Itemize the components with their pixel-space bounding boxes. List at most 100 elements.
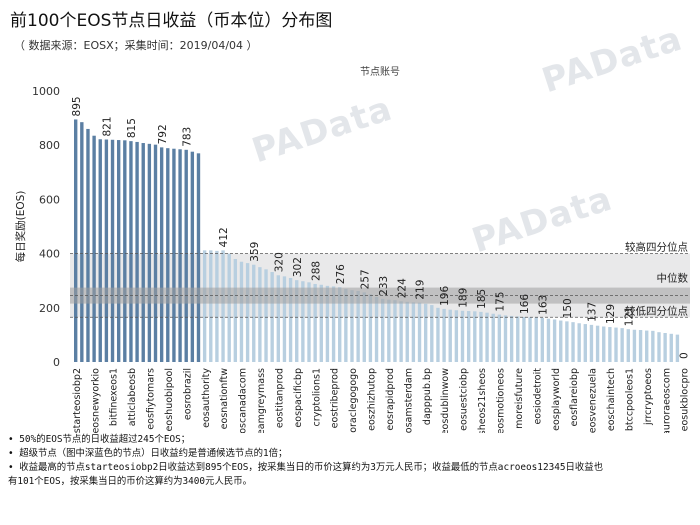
- bar: [282, 276, 287, 362]
- x-tick-label: eoschaintech: [606, 368, 617, 431]
- data-label: 0: [679, 352, 691, 359]
- note-line: • 超级节点（图中深蓝色的节点）日收益约是普通候选节点的1倍；: [8, 448, 288, 459]
- bar: [399, 301, 403, 362]
- bar: [221, 250, 225, 362]
- x-tick-label: atticlabeosb: [127, 368, 138, 426]
- page-title: 前100个EOS节点日收益（币本位）分布图: [10, 11, 333, 31]
- x-tick-label: eosuestciobp: [459, 368, 470, 431]
- bar: [172, 148, 176, 362]
- data-label: 121: [623, 306, 635, 326]
- bar: [460, 310, 465, 362]
- data-label: 288: [310, 261, 322, 281]
- bar: [98, 139, 102, 362]
- bar: [374, 296, 379, 362]
- bar: [239, 261, 244, 362]
- x-tick-label: eosflareiobp: [569, 368, 580, 426]
- bar: [190, 151, 195, 362]
- data-label: 302: [292, 257, 304, 277]
- bar: [528, 317, 532, 362]
- x-tick-label: eosmotioneos: [496, 368, 507, 433]
- data-label: 224: [396, 278, 408, 298]
- bar: [307, 282, 311, 362]
- bar: [319, 284, 323, 362]
- reference-label: 较低四分位点: [625, 304, 688, 317]
- data-label: 276: [335, 264, 347, 284]
- bar: [245, 263, 250, 362]
- data-label: 166: [519, 294, 531, 314]
- note-line: 有101个EOS，按采集当日的币价这算约为3400元人民币。: [8, 476, 252, 487]
- bar: [608, 327, 612, 362]
- y-axis-label: 每日奖励(EOS): [14, 191, 27, 263]
- data-label: 163: [537, 295, 549, 315]
- bar: [405, 301, 409, 362]
- bar: [141, 143, 145, 362]
- notes-list: • 50%的EOS节点的日收益超过245个EOS； • 超级节点（图中深蓝色的节…: [8, 433, 696, 489]
- data-label: 129: [605, 304, 617, 324]
- bar: [675, 334, 680, 362]
- bar: [417, 302, 422, 362]
- bar: [454, 310, 459, 362]
- x-tick-label: eosauthority: [201, 368, 212, 428]
- bar: [632, 329, 637, 362]
- bar: [583, 324, 587, 362]
- bar: [295, 280, 299, 362]
- bar: [123, 140, 127, 362]
- bar: [423, 303, 428, 362]
- x-tick-label: starteosiobp2: [72, 368, 83, 433]
- x-tick-label: eosrobrazil: [182, 368, 193, 420]
- note-line: • 50%的EOS节点的日收益超过245个EOS；: [8, 434, 191, 445]
- bar: [393, 300, 397, 362]
- bar: [159, 147, 164, 362]
- bar: [258, 267, 262, 362]
- data-label: 196: [439, 286, 451, 306]
- y-tick-label: 200: [39, 302, 60, 315]
- reference-label: 较高四分位点: [625, 241, 688, 254]
- bar: [491, 313, 495, 362]
- x-tick-label: oraclegogogo: [348, 368, 359, 433]
- bar: [110, 139, 115, 362]
- data-label: 359: [249, 242, 261, 262]
- bar: [288, 277, 293, 362]
- bar: [522, 317, 526, 362]
- data-label: 257: [359, 269, 371, 289]
- bar: [663, 333, 667, 362]
- bar: [614, 327, 618, 362]
- data-label: 895: [71, 96, 83, 116]
- bar: [215, 250, 219, 362]
- bar: [129, 141, 133, 362]
- bar: [178, 149, 182, 362]
- bar: [645, 330, 649, 362]
- bar: [362, 292, 366, 362]
- x-tick-label: sheos21sheos: [477, 368, 488, 433]
- data-label: 185: [476, 289, 488, 309]
- data-label: 137: [587, 302, 599, 322]
- bar: [411, 302, 416, 362]
- bar: [657, 332, 661, 362]
- bar: [442, 308, 446, 362]
- data-label: 412: [218, 227, 230, 247]
- note-line: • 收益最高的节点starteosiobp2日收益达到895个EOS，按采集当日…: [8, 462, 604, 473]
- bar: [602, 326, 606, 362]
- bar: [202, 250, 207, 362]
- bar: [577, 323, 581, 362]
- bar: [350, 290, 354, 362]
- bar: [325, 285, 330, 362]
- bar: [503, 315, 508, 362]
- bar: [620, 328, 624, 362]
- bar: [540, 317, 545, 362]
- x-tick-label: eostribeprod: [330, 368, 341, 428]
- bar: [276, 275, 280, 362]
- bar: [356, 290, 360, 362]
- bar: [338, 287, 342, 362]
- bar: [86, 128, 90, 362]
- bar: [116, 140, 121, 362]
- x-tick-label: eosfiytomars: [146, 368, 157, 430]
- bar: [135, 141, 139, 362]
- x-tick-label: eoshuobipool: [164, 368, 175, 431]
- x-tick-label: eosiodetroit: [532, 368, 543, 425]
- data-label: 815: [126, 118, 138, 138]
- x-tick-label: eostitanprod: [274, 368, 285, 428]
- bar: [313, 283, 317, 362]
- x-tick-label: eosukblocpro: [680, 368, 691, 432]
